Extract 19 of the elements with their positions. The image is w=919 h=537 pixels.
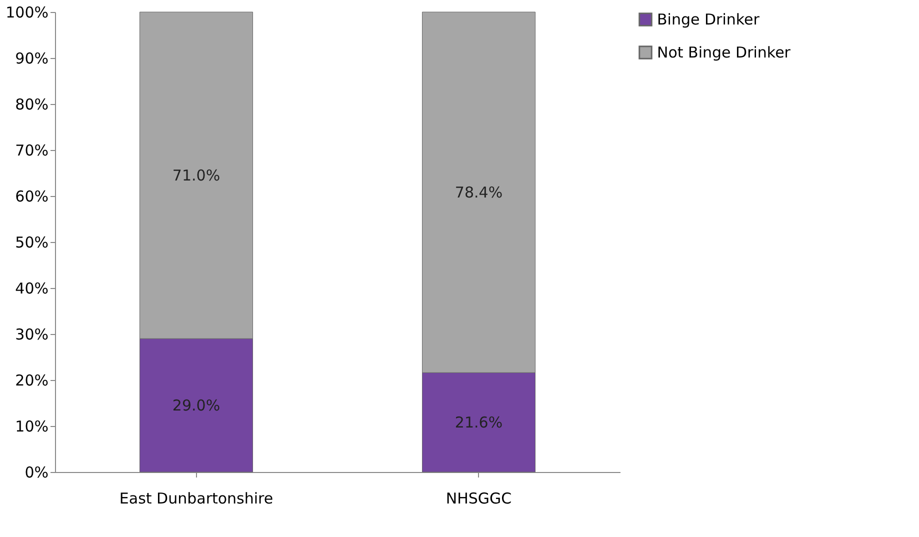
data-label: 71.0% xyxy=(172,166,220,184)
x-tick-label: NHSGGC xyxy=(446,490,512,508)
data-label: 29.0% xyxy=(172,396,220,414)
y-tick-label: 90% xyxy=(15,50,48,68)
y-tick-label: 10% xyxy=(15,418,48,436)
y-tick-label: 40% xyxy=(15,280,48,298)
y-tick-label: 20% xyxy=(15,372,48,390)
data-label: 78.4% xyxy=(454,183,503,202)
legend-label: Not Binge Drinker xyxy=(657,44,792,62)
y-tick-label: 100% xyxy=(6,4,48,22)
y-tick-label: 80% xyxy=(15,96,48,114)
y-tick-label: 30% xyxy=(15,326,48,344)
data-label: 21.6% xyxy=(454,413,503,432)
legend-label: Binge Drinker xyxy=(657,10,760,28)
y-tick-label: 0% xyxy=(24,464,48,482)
x-tick-label: East Dunbartonshire xyxy=(119,490,274,508)
y-tick-label: 60% xyxy=(15,188,48,206)
y-tick-label: 50% xyxy=(15,234,48,252)
y-tick-label: 70% xyxy=(15,142,48,160)
